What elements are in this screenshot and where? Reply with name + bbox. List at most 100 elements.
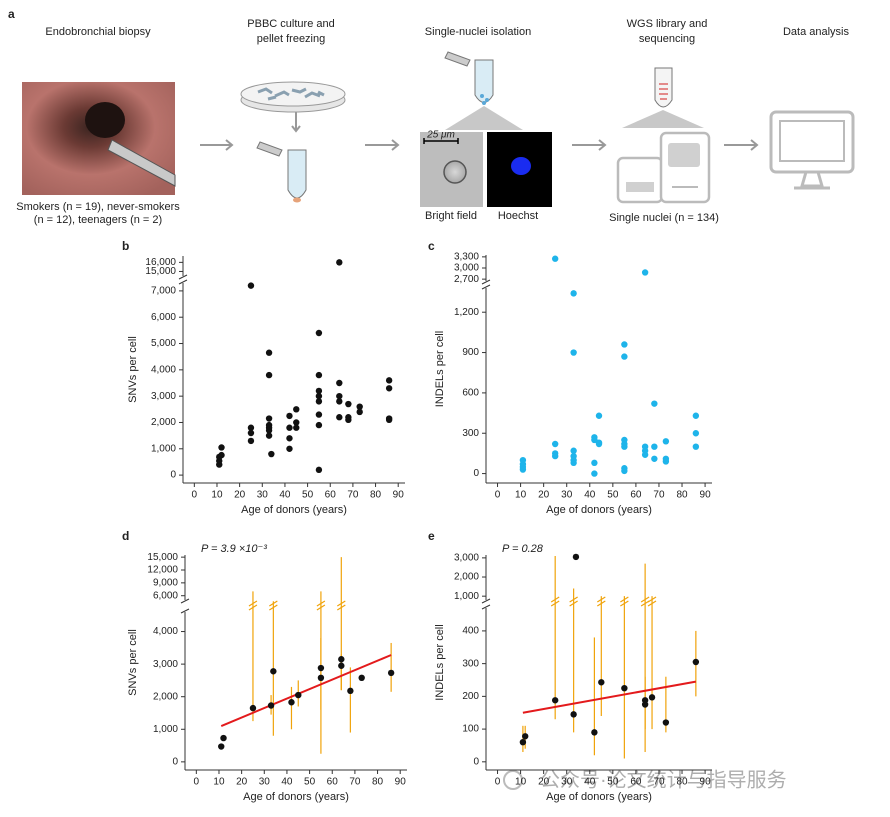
x-tick-label: 40 — [279, 490, 291, 501]
bar-break — [640, 596, 650, 607]
x-tick-label: 10 — [211, 490, 223, 501]
x-tick-label: 50 — [302, 490, 314, 501]
caption: Single nuclei (n = 134) — [609, 212, 719, 224]
x-tick-label: 80 — [676, 777, 688, 788]
x-tick-label: 0 — [495, 777, 501, 788]
y-tick-label: 1,000 — [454, 591, 479, 602]
point — [265, 349, 273, 356]
point — [651, 400, 658, 407]
point — [570, 447, 577, 454]
x-tick-label: 20 — [538, 777, 550, 788]
y-tick-label: 5,000 — [151, 338, 176, 349]
bar-break — [269, 600, 278, 611]
x-tick-label: 10 — [213, 777, 225, 788]
x-tick-label: 40 — [281, 777, 293, 788]
point — [315, 387, 323, 395]
tube — [474, 59, 494, 103]
point — [315, 421, 323, 429]
x-axis-label: Age of donors (years) — [546, 791, 652, 803]
x-tick-label: 20 — [234, 490, 246, 501]
point — [265, 427, 273, 434]
bar-break — [596, 596, 606, 607]
y-tick-label: 2,000 — [153, 691, 178, 702]
y-tick-label: 900 — [462, 347, 479, 358]
x-tick-label: 10 — [515, 777, 527, 788]
point — [522, 733, 529, 740]
screen — [779, 120, 845, 162]
point — [591, 729, 598, 736]
y-axis-label: SNVs per cell — [127, 336, 139, 403]
step-title: WGS library and — [627, 18, 708, 30]
nuclei — [480, 94, 484, 98]
point — [551, 255, 559, 262]
point — [315, 392, 323, 400]
x-tick-label: 0 — [194, 777, 200, 788]
x-tick-label: 20 — [236, 777, 248, 788]
panel-label: a — [8, 7, 15, 21]
point — [551, 440, 559, 448]
axis-break — [178, 274, 188, 285]
y-tick-label: 3,000 — [454, 263, 479, 274]
point — [293, 406, 300, 413]
step-title: Endobronchial biopsy — [45, 26, 151, 38]
point — [317, 664, 325, 672]
point — [621, 467, 628, 475]
point — [317, 674, 325, 682]
point — [286, 412, 293, 420]
point — [336, 414, 343, 421]
y-tick-label: 0 — [170, 470, 176, 481]
point — [218, 743, 225, 750]
image-label: Bright field — [425, 210, 477, 222]
point — [651, 443, 658, 450]
x-tick-label: 70 — [653, 490, 665, 501]
cells — [257, 87, 325, 101]
x-tick-label: 10 — [515, 490, 527, 501]
y-tick-label: 300 — [462, 658, 479, 669]
x-tick-label: 50 — [304, 777, 316, 788]
point — [662, 458, 670, 465]
y-tick-label: 6,000 — [153, 590, 178, 601]
point — [347, 687, 354, 695]
y-tick-label: 200 — [462, 691, 479, 702]
x-tick-label: 80 — [676, 490, 688, 501]
point — [591, 470, 598, 477]
x-tick-label: 60 — [325, 490, 337, 501]
point — [641, 701, 649, 708]
x-tick-label: 20 — [538, 490, 550, 501]
point — [270, 668, 277, 675]
biopsy-photo — [22, 82, 175, 195]
sequencer-part — [626, 182, 654, 192]
point — [265, 432, 273, 439]
point — [641, 451, 649, 458]
point — [385, 377, 393, 384]
point — [286, 424, 293, 431]
x-tick-label: 40 — [584, 777, 596, 788]
x-tick-label: 60 — [327, 777, 339, 788]
point — [570, 290, 577, 297]
axis-break — [481, 279, 491, 290]
bronchoscope — [107, 139, 176, 187]
tube — [287, 149, 307, 199]
point — [268, 450, 275, 458]
point — [519, 466, 527, 473]
y-tick-label: 300 — [462, 428, 479, 439]
point — [595, 440, 603, 448]
point — [218, 444, 225, 451]
point — [345, 416, 352, 424]
x-tick-label: 50 — [607, 777, 619, 788]
panel-label: d — [122, 529, 129, 543]
arrow — [200, 139, 234, 151]
bar-break — [316, 600, 326, 611]
point — [267, 702, 275, 709]
scale-bar — [423, 138, 459, 144]
point — [265, 415, 273, 422]
axis-break — [180, 598, 190, 614]
axis-break — [481, 598, 491, 610]
y-tick-label: 0 — [172, 756, 178, 767]
point — [356, 403, 363, 410]
cell — [443, 160, 467, 184]
point — [387, 669, 395, 677]
x-axis-label: Age of donors (years) — [241, 504, 347, 516]
point — [338, 656, 345, 663]
